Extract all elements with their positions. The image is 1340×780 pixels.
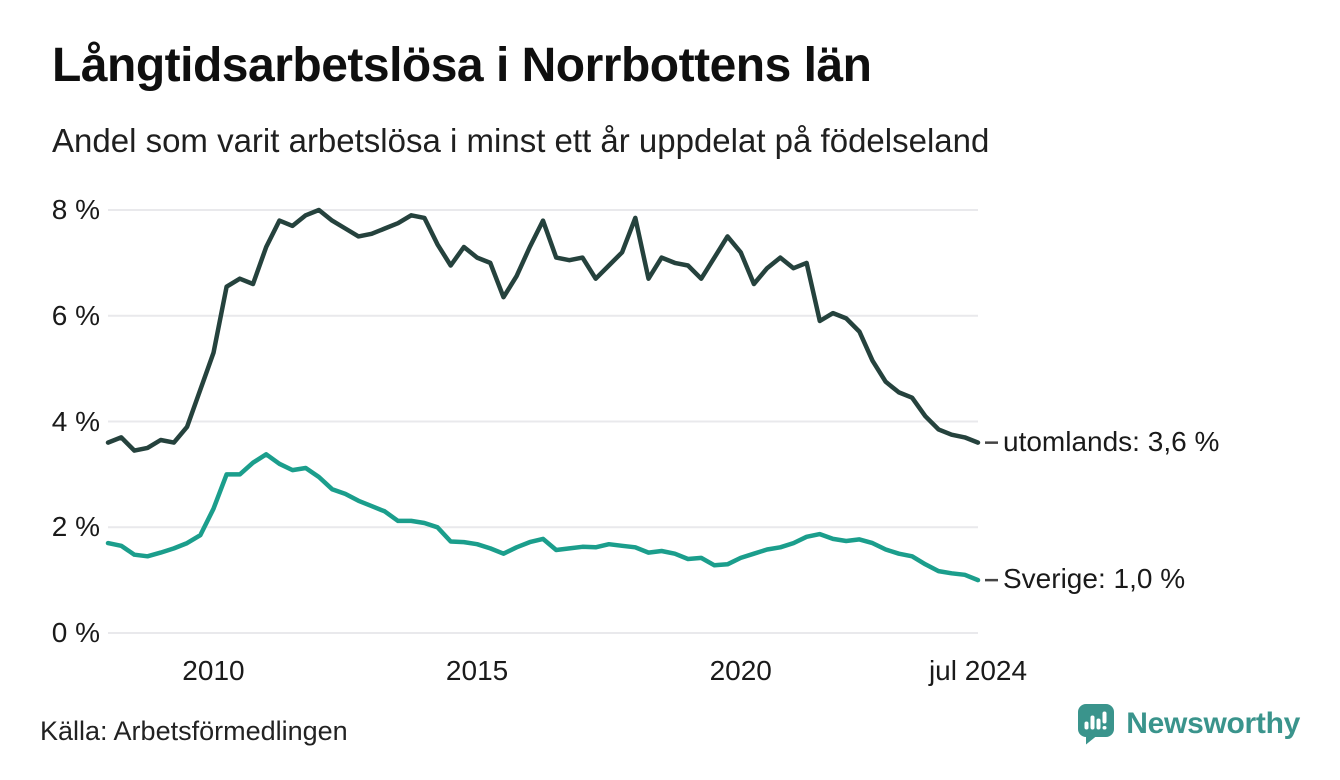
y-tick-label: 0 % [51,617,100,648]
utomlands-line [105,207,981,453]
series-end-label-sverige: Sverige: 1,0 % [1003,563,1186,595]
newsworthy-logo-icon [1076,702,1116,746]
source-note: Källa: Arbetsförmedlingen [40,716,348,746]
y-tick-label: 2 % [51,511,100,543]
y-tick-label: 8 % [51,194,100,225]
y-tick-label: 6 % [51,299,100,331]
newsworthy-brand: Newsworthy [1076,702,1300,746]
Sverige-line [105,452,981,583]
series-end-label-utomlands: utomlands: 3,6 % [1003,425,1220,457]
x-tick-label: 2020 [709,655,772,686]
page-title: Långtidsarbetslösa i Norrbottens län [52,39,872,92]
x-tick-label: jul 2024 [928,655,1028,686]
x-tick-label: 2010 [182,655,245,686]
x-tick-label: 2015 [445,655,509,686]
y-tick-label: 4 % [51,405,100,437]
newsworthy-wordmark: Newsworthy [1126,707,1300,740]
page-subtitle: Andel som varit arbetslösa i minst ett å… [52,122,990,159]
